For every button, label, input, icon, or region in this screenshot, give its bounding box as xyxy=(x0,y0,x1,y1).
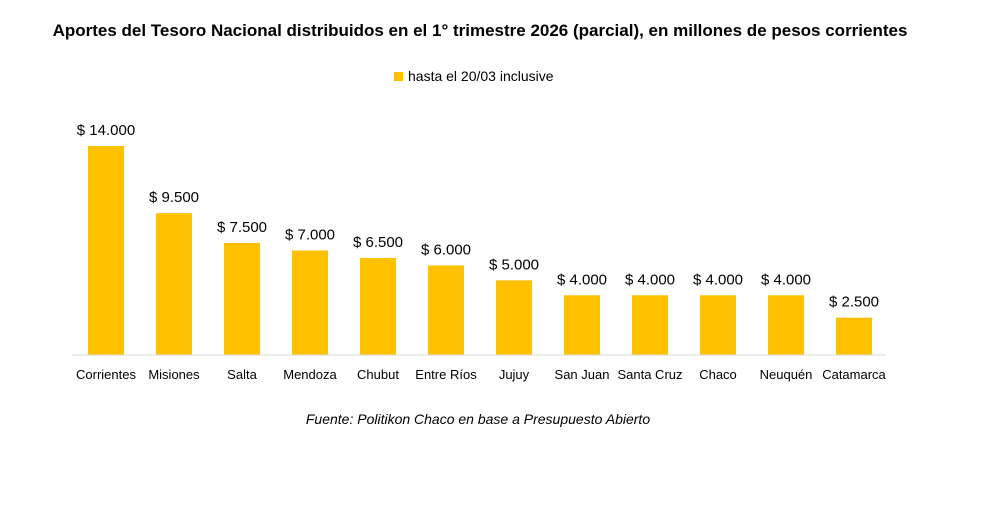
bar-2 xyxy=(224,243,260,355)
category-label-9: Chaco xyxy=(699,367,737,382)
category-label-0: Corrientes xyxy=(76,367,136,382)
value-label-4: $ 6.500 xyxy=(353,234,403,251)
value-label-1: $ 9.500 xyxy=(149,189,199,206)
category-label-11: Catamarca xyxy=(822,367,886,382)
value-label-0: $ 14.000 xyxy=(77,122,135,139)
value-label-3: $ 7.000 xyxy=(285,227,335,244)
value-label-6: $ 5.000 xyxy=(489,256,539,273)
value-label-7: $ 4.000 xyxy=(557,271,607,288)
legend-label: hasta el 20/03 inclusive xyxy=(408,68,554,84)
category-label-4: Chubut xyxy=(357,367,399,382)
bars-group xyxy=(88,146,872,355)
bar-5 xyxy=(428,265,464,355)
chart-title: Aportes del Tesoro Nacional distribuidos… xyxy=(53,21,908,40)
category-labels-group: Corrientes Misiones Salta Mendoza Chubut Entr… xyxy=(76,367,887,382)
bar-4 xyxy=(360,257,396,355)
bar-0 xyxy=(88,146,124,355)
value-label-8: $ 4.000 xyxy=(625,271,675,288)
bar-11 xyxy=(836,317,872,355)
bar-1 xyxy=(156,213,192,355)
bar-10 xyxy=(768,295,804,355)
category-label-10: Neuquén xyxy=(760,367,813,382)
value-label-11: $ 2.500 xyxy=(829,294,879,311)
category-label-2: Salta xyxy=(227,367,257,382)
value-label-5: $ 6.000 xyxy=(421,241,471,258)
source-note: Fuente: Politikon Chaco en base a Presup… xyxy=(306,411,650,427)
value-labels-group: $ 14.000 $ 9.500 $ 7.500 $ 7.000 $ 6.500 $ 6.… xyxy=(77,122,879,311)
bar-3 xyxy=(292,250,328,355)
category-label-5: Entre Ríos xyxy=(415,367,477,382)
category-label-7: San Juan xyxy=(555,367,610,382)
legend-swatch xyxy=(394,72,403,81)
value-label-10: $ 4.000 xyxy=(761,271,811,288)
bar-6 xyxy=(496,280,532,355)
bar-7 xyxy=(564,295,600,355)
category-label-8: Santa Cruz xyxy=(617,367,682,382)
category-label-3: Mendoza xyxy=(283,367,337,382)
bar-9 xyxy=(700,295,736,355)
category-label-1: Misiones xyxy=(148,367,200,382)
category-label-6: Jujuy xyxy=(499,367,530,382)
value-label-9: $ 4.000 xyxy=(693,271,743,288)
value-label-2: $ 7.500 xyxy=(217,219,267,236)
bar-8 xyxy=(632,295,668,355)
